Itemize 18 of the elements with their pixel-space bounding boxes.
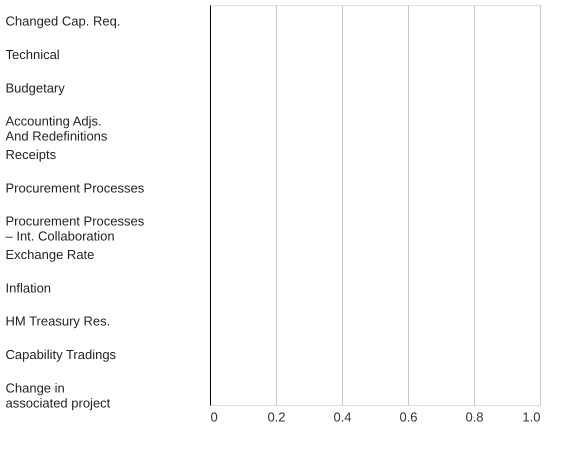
y-tick-label: Technical [6, 47, 60, 62]
y-tick-label: Procurement Processes [6, 180, 145, 196]
y-tick-label: Procurement Processes – Int. Collaboration [6, 214, 145, 244]
y-tick-label: Exchange Rate [6, 247, 94, 262]
x-tick-label: 0.4 [333, 410, 352, 424]
x-tick-label: 0 [210, 410, 218, 424]
x-tick-label: 0.2 [267, 410, 286, 424]
y-tick-label: Changed Cap. Req. [6, 14, 120, 29]
x-tick-label: 0.6 [399, 410, 418, 424]
y-tick-label: Change in associated project [6, 380, 111, 410]
y-tick-label: Capability Tradings [6, 347, 117, 362]
y-tick-label: Receipts [6, 147, 57, 162]
x-tick-label: 1.0 [522, 410, 540, 424]
y-tick-label: Budgetary [6, 80, 66, 96]
y-tick-label: Inflation [6, 280, 52, 296]
y-tick-label: HM Treasury Res. [6, 314, 110, 329]
y-tick-label: Accounting Adjs. And Redefinitions [6, 114, 108, 144]
x-tick-label: 0.8 [465, 410, 484, 424]
